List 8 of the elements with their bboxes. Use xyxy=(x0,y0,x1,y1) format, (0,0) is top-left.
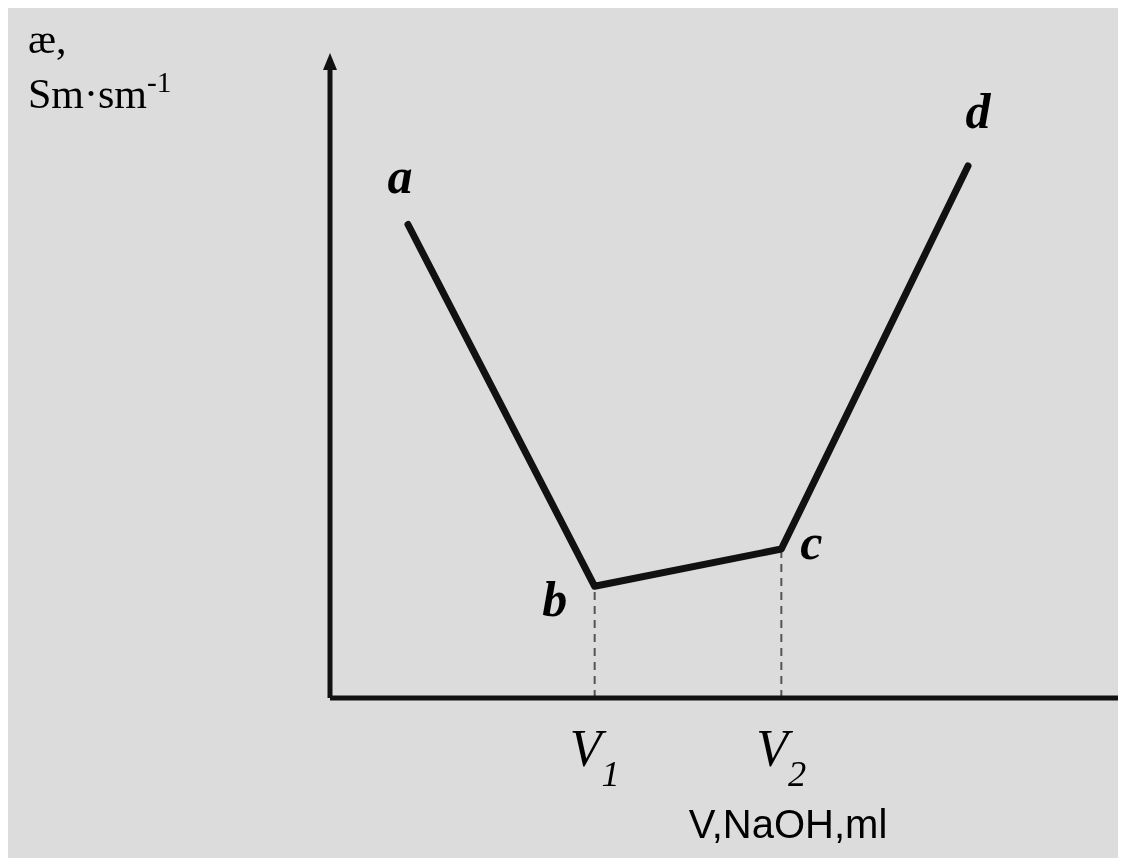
text: d xyxy=(965,83,992,139)
x-tick-label: V$_{2}$ xyxy=(756,720,807,794)
annotation: c xyxy=(800,514,823,571)
x-tick-label: V$_{1}$ xyxy=(569,720,620,794)
annotation: b xyxy=(542,571,568,628)
annotation: a xyxy=(387,147,413,204)
y-axis-title: æ, Sm·sm$^{-1}$ xyxy=(28,16,172,117)
x-axis-title: V,NaOH,ml xyxy=(688,802,888,846)
